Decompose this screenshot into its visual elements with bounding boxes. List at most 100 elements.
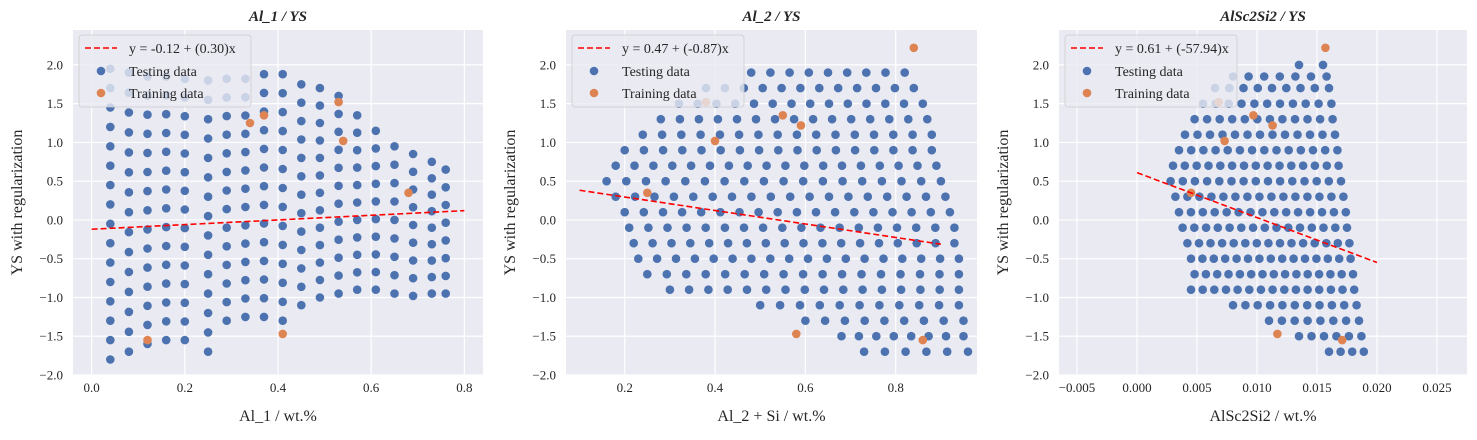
testing-point [203, 308, 213, 318]
y-tick-label: 1.0 [47, 135, 63, 150]
testing-point [1245, 285, 1254, 295]
testing-point [896, 285, 906, 295]
testing-point [1268, 130, 1277, 139]
testing-point [241, 166, 250, 175]
testing-point [259, 293, 269, 303]
testing-point [803, 254, 813, 263]
testing-point [106, 142, 115, 151]
testing-point [945, 207, 955, 217]
testing-point [1295, 223, 1305, 232]
testing-point [278, 240, 288, 250]
testing-point [441, 200, 451, 210]
testing-point [241, 184, 250, 193]
training-point [1321, 43, 1330, 53]
testing-point [1243, 130, 1252, 139]
testing-point [781, 285, 790, 295]
testing-point [1292, 269, 1301, 279]
testing-point [427, 157, 437, 167]
testing-point [334, 235, 343, 244]
testing-point [390, 142, 399, 151]
testing-point [678, 145, 687, 155]
training-point [278, 329, 288, 339]
testing-point [708, 192, 717, 201]
testing-point [872, 331, 881, 341]
testing-point [1275, 238, 1285, 248]
testing-point [1260, 145, 1269, 155]
testing-point [278, 221, 288, 231]
testing-point [352, 285, 362, 295]
testing-point [1326, 285, 1336, 295]
testing-point [815, 83, 824, 93]
testing-point [1220, 254, 1230, 263]
testing-point [1337, 269, 1346, 279]
testing-point [800, 285, 810, 295]
testing-point [297, 190, 306, 199]
testing-point [203, 347, 213, 357]
testing-point [754, 130, 763, 139]
testing-point [1246, 269, 1256, 279]
testing-point [241, 257, 250, 267]
testing-point [161, 317, 171, 326]
testing-point [777, 83, 786, 93]
testing-point [315, 223, 325, 232]
testing-point [124, 148, 134, 157]
testing-point [1209, 254, 1219, 263]
testing-point [1178, 223, 1187, 232]
testing-point [124, 108, 134, 117]
testing-point [650, 192, 659, 201]
testing-point [278, 107, 288, 117]
testing-point [334, 199, 343, 208]
testing-point [203, 250, 213, 260]
testing-point [677, 207, 687, 217]
x-axis-label: Al_2 + Si / wt.% [717, 408, 825, 425]
testing-point [876, 269, 886, 279]
testing-point [1250, 99, 1259, 108]
testing-point [352, 180, 362, 190]
testing-point [124, 188, 134, 197]
testing-point [870, 145, 879, 155]
testing-point [1327, 99, 1336, 108]
x-tick-label: −0.005 [1059, 380, 1096, 395]
testing-point [1186, 285, 1196, 295]
x-tick-label: 0.4 [707, 380, 724, 395]
testing-point [906, 331, 916, 341]
testing-point [259, 312, 269, 322]
testing-point [918, 99, 928, 108]
testing-point [1251, 161, 1261, 170]
testing-point [161, 222, 171, 232]
testing-point [1229, 238, 1238, 248]
testing-point [315, 171, 325, 180]
testing-point [869, 207, 878, 217]
testing-point [1324, 176, 1334, 186]
y-tick-label: 0.5 [47, 174, 63, 189]
testing-point [1277, 316, 1287, 326]
y-tick-label: 0.0 [540, 212, 556, 227]
testing-point [854, 331, 864, 341]
testing-point [1302, 300, 1312, 310]
testing-point [1293, 207, 1303, 217]
testing-point [875, 161, 885, 170]
testing-point [1202, 114, 1212, 124]
testing-point [931, 223, 940, 232]
testing-point [1186, 254, 1196, 263]
testing-point [888, 207, 897, 217]
y-tick-label: −0.5 [39, 251, 63, 266]
testing-point [855, 238, 865, 248]
testing-point [390, 178, 399, 188]
testing-point [143, 301, 152, 311]
testing-point [677, 130, 686, 139]
testing-point [831, 130, 840, 139]
testing-point [106, 258, 115, 267]
testing-point [106, 335, 115, 345]
testing-point [222, 130, 231, 139]
testing-point [1258, 207, 1267, 217]
testing-point [746, 68, 756, 77]
testing-point [241, 221, 250, 230]
testing-point [1288, 176, 1297, 186]
testing-point [259, 200, 269, 210]
testing-point [390, 289, 399, 298]
testing-point [278, 145, 288, 155]
testing-point [799, 238, 808, 248]
testing-point [222, 186, 231, 195]
testing-point [297, 172, 306, 181]
